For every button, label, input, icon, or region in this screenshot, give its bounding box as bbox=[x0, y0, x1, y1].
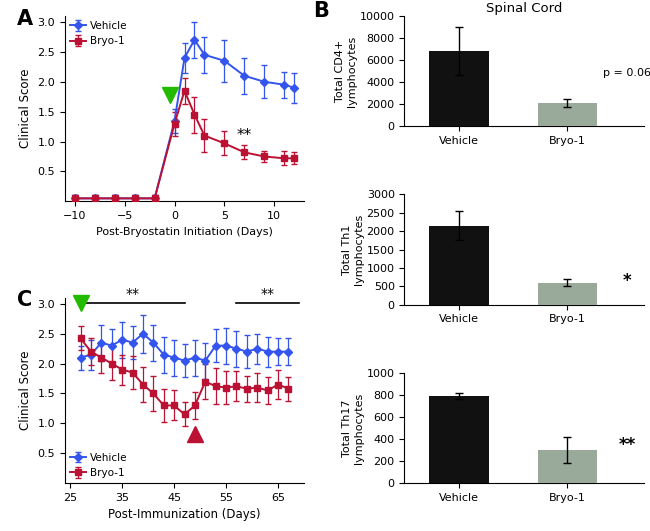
Text: **: ** bbox=[261, 287, 275, 301]
Y-axis label: Clinical Score: Clinical Score bbox=[19, 351, 32, 430]
X-axis label: Post-Bryostatin Initiation (Days): Post-Bryostatin Initiation (Days) bbox=[96, 227, 273, 237]
Text: B: B bbox=[313, 1, 330, 21]
Legend: Vehicle, Bryo-1: Vehicle, Bryo-1 bbox=[70, 21, 127, 46]
X-axis label: Post-Immunization (Days): Post-Immunization (Days) bbox=[109, 509, 261, 521]
Bar bbox=[429, 51, 489, 126]
Bar bbox=[429, 396, 489, 483]
Text: *: * bbox=[623, 272, 632, 290]
Y-axis label: Clinical Score: Clinical Score bbox=[19, 69, 32, 148]
Legend: Vehicle, Bryo-1: Vehicle, Bryo-1 bbox=[70, 453, 127, 478]
Text: **: ** bbox=[619, 435, 636, 453]
Text: p = 0.06: p = 0.06 bbox=[603, 68, 650, 78]
Y-axis label: Total CD4+
lymphocytes: Total CD4+ lymphocytes bbox=[335, 36, 357, 107]
Bar bbox=[538, 103, 597, 126]
Text: **: ** bbox=[125, 287, 140, 301]
Text: A: A bbox=[17, 8, 33, 29]
Bar bbox=[538, 282, 597, 305]
Y-axis label: Total Th1
lymphocytes: Total Th1 lymphocytes bbox=[343, 214, 364, 285]
Text: **: ** bbox=[237, 128, 252, 143]
Bar bbox=[429, 226, 489, 305]
Text: C: C bbox=[17, 290, 32, 310]
Bar bbox=[538, 450, 597, 483]
Title: Spinal Cord: Spinal Cord bbox=[486, 2, 562, 15]
Y-axis label: Total Th17
lymphocytes: Total Th17 lymphocytes bbox=[343, 392, 364, 464]
